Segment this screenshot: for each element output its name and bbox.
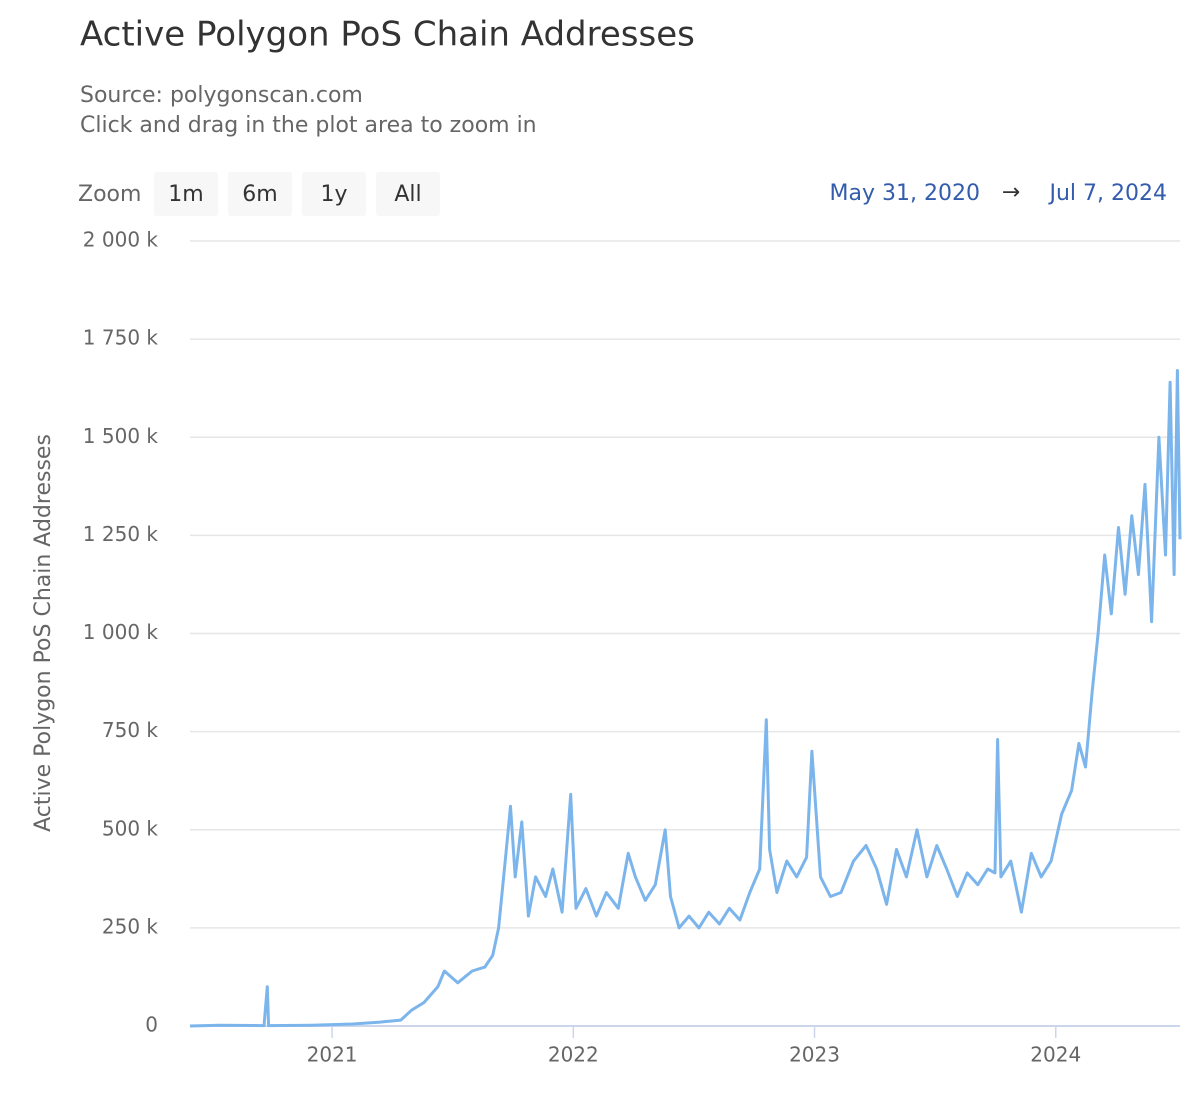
y-tick-label: 0 xyxy=(145,1013,158,1037)
y-tick-label: 1 250 k xyxy=(83,522,159,546)
y-tick-label: 250 k xyxy=(102,914,159,938)
zoom-button[interactable] xyxy=(228,172,292,216)
subtitle: Source: polygonscan.com xyxy=(80,83,363,108)
y-tick-label: 1 000 k xyxy=(83,620,159,644)
x-tick-label: 2023 xyxy=(789,1043,840,1067)
x-tick-label: 2024 xyxy=(1030,1043,1081,1067)
zoom-button-label[interactable]: 6m xyxy=(242,182,277,207)
range-arrow: → xyxy=(1002,180,1020,205)
y-axis-title: Active Polygon PoS Chain Addresses xyxy=(31,434,56,832)
x-tick-label: 2021 xyxy=(307,1043,358,1067)
y-tick-label: 1 500 k xyxy=(83,424,159,448)
zoom-button[interactable] xyxy=(154,172,218,216)
range-from[interactable]: May 31, 2020 xyxy=(830,181,980,206)
zoom-button-label[interactable]: 1y xyxy=(320,182,347,207)
y-tick-label: 750 k xyxy=(102,718,159,742)
zoom-button-label[interactable]: All xyxy=(394,182,421,207)
y-tick-label: 2 000 k xyxy=(83,228,159,252)
zoom-buttons: 1m 6m 1y All xyxy=(154,172,440,216)
subtitle: Click and drag in the plot area to zoom … xyxy=(80,113,537,138)
chart-title: Active Polygon PoS Chain Addresses xyxy=(80,15,695,55)
range-to[interactable]: Jul 7, 2024 xyxy=(1047,181,1167,206)
zoom-label: Zoom xyxy=(78,182,141,207)
zoom-button[interactable] xyxy=(302,172,366,216)
data-line xyxy=(189,369,1182,1028)
zoom-button-label[interactable]: 1m xyxy=(168,182,203,207)
x-tick-label: 2022 xyxy=(548,1043,599,1067)
zoom-button[interactable] xyxy=(376,172,440,216)
y-tick-label: 500 k xyxy=(102,816,159,840)
y-tick-label: 1 750 k xyxy=(83,326,159,350)
